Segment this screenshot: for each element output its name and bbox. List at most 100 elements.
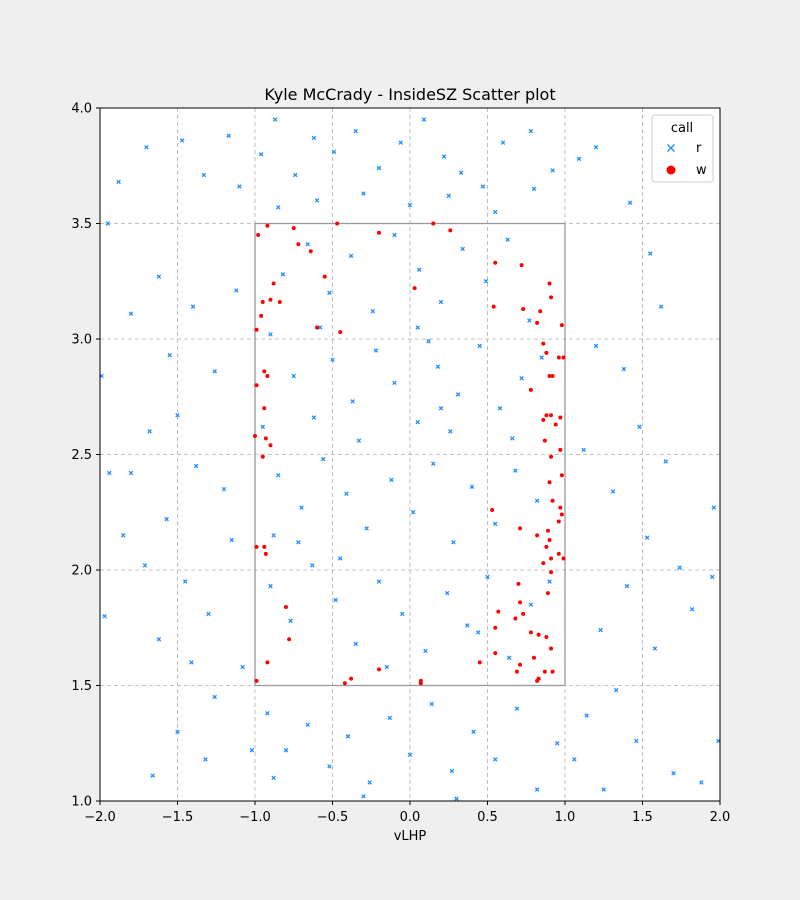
- data-point-w: [477, 660, 482, 665]
- data-point-w: [549, 295, 554, 300]
- data-point-r-stroke: [311, 135, 317, 141]
- data-point-r: [237, 184, 242, 189]
- data-point-w: [542, 438, 547, 443]
- data-point-r-stroke: [229, 537, 235, 543]
- data-point-r: [271, 533, 276, 538]
- data-point-r-stroke: [624, 583, 630, 589]
- data-point-w: [308, 249, 313, 254]
- data-point-r: [492, 209, 498, 215]
- x-tick-label: −0.5: [317, 810, 349, 825]
- data-point-r-stroke: [175, 412, 180, 418]
- data-point-w: [558, 505, 563, 510]
- data-point-r-stroke: [471, 729, 476, 734]
- data-point-w: [545, 591, 550, 596]
- data-point-w: [268, 297, 273, 302]
- data-point-w: [490, 507, 495, 512]
- data-point-r-stroke: [415, 325, 421, 330]
- data-point-r: [398, 140, 403, 145]
- data-point-r: [258, 151, 264, 157]
- legend-marker-r: [667, 144, 675, 152]
- data-point-w: [538, 309, 543, 314]
- data-point-r-stroke: [144, 145, 149, 150]
- x-tick-label: −2.0: [84, 810, 116, 825]
- data-point-r-stroke: [317, 325, 323, 330]
- data-point-r: [212, 694, 217, 700]
- data-point-r-stroke: [415, 419, 421, 425]
- y-tick-label: 3.0: [71, 333, 92, 348]
- data-point-w: [256, 233, 261, 238]
- data-point-r-stroke: [167, 352, 173, 358]
- data-point-r-stroke: [644, 535, 650, 540]
- data-point-r-stroke: [116, 179, 121, 185]
- data-point-r-stroke: [480, 184, 486, 189]
- data-point-r-stroke: [455, 392, 461, 397]
- data-point-r: [356, 438, 362, 443]
- data-point-w: [535, 533, 540, 538]
- data-point-r-stroke: [438, 299, 444, 305]
- data-point-r-stroke: [293, 172, 298, 178]
- data-point-w: [549, 556, 554, 561]
- data-point-r: [376, 579, 382, 584]
- data-point-w: [559, 512, 564, 517]
- data-point-r: [528, 602, 534, 607]
- data-point-r: [206, 611, 211, 617]
- data-point-w: [265, 660, 270, 665]
- data-point-r-stroke: [711, 505, 717, 510]
- data-point-w: [518, 526, 523, 531]
- data-point-r-stroke: [627, 200, 633, 205]
- data-point-w: [493, 260, 498, 265]
- data-point-r-stroke: [212, 369, 217, 374]
- data-point-r-stroke: [451, 540, 456, 545]
- data-point-r: [550, 168, 555, 173]
- data-point-r: [527, 318, 532, 323]
- data-point-r-stroke: [147, 429, 152, 434]
- data-point-r: [454, 796, 459, 801]
- data-point-r-stroke: [514, 706, 520, 711]
- data-point-r: [547, 579, 552, 584]
- data-point-r-stroke: [105, 221, 111, 226]
- data-point-r-stroke: [387, 715, 393, 721]
- data-point-w: [493, 651, 498, 656]
- data-point-r: [407, 752, 413, 758]
- data-point-r: [147, 429, 152, 434]
- data-point-w: [259, 313, 264, 318]
- data-point-r-stroke: [423, 648, 428, 654]
- data-point-r: [699, 780, 704, 785]
- data-point-r-stroke: [348, 253, 354, 259]
- data-point-r-stroke: [249, 747, 255, 753]
- data-point-r-stroke: [399, 611, 405, 617]
- data-point-r-stroke: [510, 436, 515, 441]
- data-point-w: [287, 637, 292, 642]
- data-point-w: [260, 300, 265, 305]
- data-point-w: [253, 434, 257, 439]
- x-tick-label: 1.5: [632, 810, 653, 825]
- data-point-w: [550, 669, 555, 674]
- data-point-r: [311, 135, 317, 141]
- data-point-r-stroke: [709, 574, 715, 580]
- legend-marker-r-shape: [667, 144, 675, 152]
- data-point-r-stroke: [621, 366, 627, 372]
- data-point-r: [350, 399, 355, 404]
- data-point-r: [446, 193, 452, 199]
- data-point-w: [491, 304, 496, 309]
- data-point-r: [167, 352, 173, 358]
- data-point-r: [652, 646, 658, 651]
- data-point-r-stroke: [389, 477, 394, 483]
- data-point-r-stroke: [539, 355, 545, 360]
- legend-title: call: [671, 121, 693, 136]
- data-point-r-stroke: [598, 627, 603, 633]
- y-tick-label: 4.0: [71, 102, 92, 117]
- data-point-r: [314, 198, 320, 203]
- data-point-r: [268, 332, 273, 337]
- data-point-r: [423, 648, 428, 654]
- data-point-r-stroke: [331, 149, 337, 155]
- data-point-w: [549, 413, 554, 418]
- data-point-r-stroke: [519, 376, 524, 381]
- data-point-r: [305, 722, 310, 728]
- legend-label-w: w: [696, 163, 707, 178]
- data-point-r: [260, 424, 266, 430]
- data-point-r-stroke: [534, 498, 540, 503]
- data-point-r-stroke: [497, 406, 503, 411]
- data-point-w: [518, 662, 523, 667]
- data-point-r-stroke: [310, 563, 315, 568]
